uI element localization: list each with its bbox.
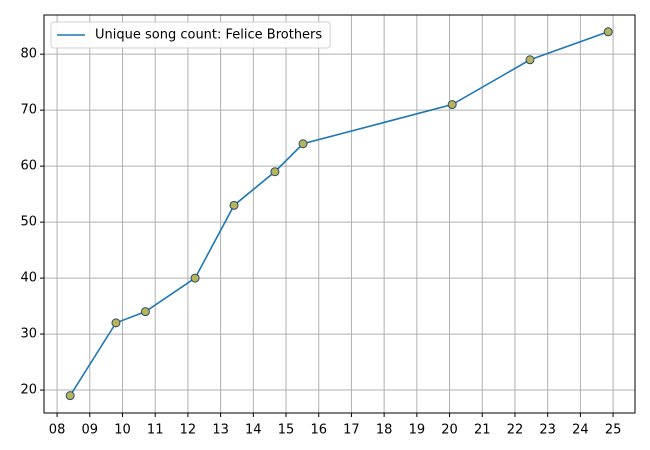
y-tick-label: 80 [20, 47, 37, 62]
x-tick-label: 17 [343, 423, 360, 438]
plot-frame [43, 14, 636, 414]
data-point [190, 273, 200, 283]
legend-box [50, 21, 331, 49]
x-tick-label: 10 [114, 423, 131, 438]
data-line [69, 31, 609, 397]
y-tick-label: 50 [20, 215, 37, 230]
data-point [229, 200, 239, 210]
x-tick-label: 23 [539, 423, 556, 438]
x-tick-label: 09 [82, 423, 99, 438]
x-tick-label: 21 [474, 423, 491, 438]
x-tick-label: 08 [49, 423, 66, 438]
legend-label: Unique song count: Felice Brothers [95, 28, 322, 43]
y-tick-label: 30 [20, 327, 37, 342]
data-point [298, 139, 308, 149]
data-point [270, 167, 280, 177]
data-point [111, 318, 121, 328]
x-tick-label: 11 [147, 423, 164, 438]
x-tick-label: 25 [605, 423, 622, 438]
x-tick-label: 13 [212, 423, 229, 438]
y-tick-label: 60 [20, 159, 37, 174]
data-point [525, 55, 535, 65]
y-tick-label: 20 [20, 383, 37, 398]
y-tick-label: 70 [20, 103, 37, 118]
x-tick-label: 16 [310, 423, 327, 438]
x-tick-label: 20 [441, 423, 458, 438]
x-tick-label: 18 [376, 423, 393, 438]
x-tick-label: 24 [572, 423, 589, 438]
x-tick-label: 19 [409, 423, 426, 438]
x-tick-label: 15 [278, 423, 295, 438]
data-point [447, 100, 457, 110]
x-tick-label: 12 [180, 423, 197, 438]
data-point [65, 391, 75, 401]
data-point [603, 27, 613, 37]
x-tick-label: 14 [245, 423, 262, 438]
x-tick-label: 22 [507, 423, 524, 438]
data-point [140, 307, 150, 317]
y-tick-label: 40 [20, 271, 37, 286]
